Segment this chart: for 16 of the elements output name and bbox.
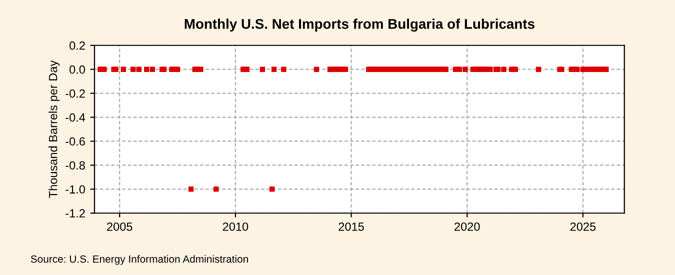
x-tick-label: 2025 [570, 222, 596, 231]
chart-title: Monthly U.S. Net Imports from Bulgaria of Lubricants [184, 18, 534, 32]
source-note: Source: U.S. Energy Information Administration [30, 255, 248, 265]
x-tick-label: 2005 [107, 222, 132, 231]
x-tick-label: 2020 [454, 222, 480, 231]
y-tick-label: 0.0 [70, 65, 86, 74]
y-tick-label: -0.8 [66, 161, 85, 170]
y-tick-label: -0.4 [66, 113, 86, 122]
x-tick-label: 2015 [338, 222, 364, 231]
y-tick-label: -1.0 [66, 185, 86, 194]
y-tick-label: -0.6 [66, 137, 85, 146]
x-tick-label: 2010 [222, 222, 248, 231]
y-tick-label: -1.2 [66, 209, 85, 218]
y-tick-label: -0.2 [66, 89, 85, 98]
y-tick-label: 0.2 [70, 41, 85, 50]
y-axis-title: Thousand Barrels per Day [48, 60, 60, 198]
